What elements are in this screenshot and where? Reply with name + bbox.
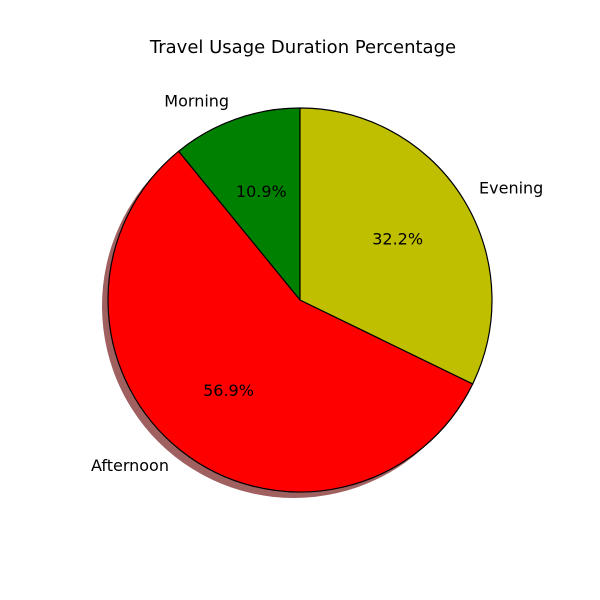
slice-percent-morning: 10.9% (236, 182, 287, 201)
slice-label-evening: Evening (479, 178, 543, 197)
slice-percent-afternoon: 56.9% (203, 381, 254, 400)
pie-slice-afternoon (107, 150, 474, 493)
pie-slice-morning (177, 107, 301, 301)
pie-slices (107, 107, 493, 493)
pie-labels: Morning 10.9% Afternoon 56.9% Evening 32.2% (91, 92, 543, 476)
slice-label-morning: Morning (164, 92, 229, 111)
chart-title: Travel Usage Duration Percentage (149, 37, 456, 58)
slice-percent-evening: 32.2% (372, 229, 423, 248)
pie-slice-evening (299, 107, 493, 385)
slice-label-afternoon: Afternoon (91, 456, 169, 475)
